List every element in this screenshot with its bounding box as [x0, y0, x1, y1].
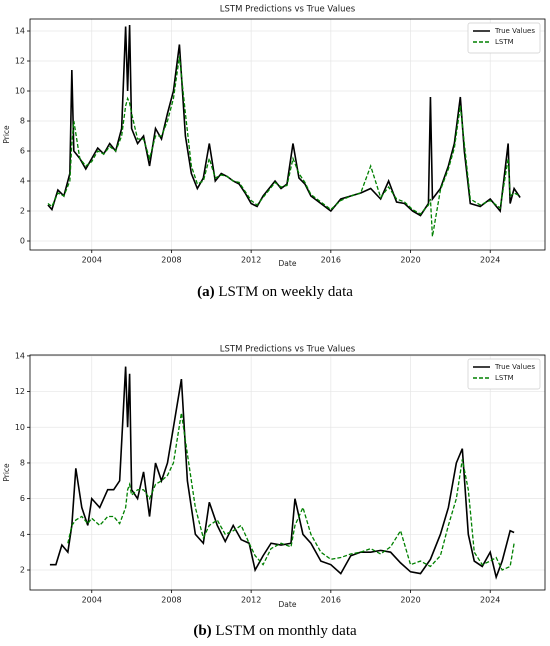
- x-tick-label: 2020: [400, 256, 420, 265]
- y-tick-label: 2: [20, 207, 25, 216]
- x-axis-label: Date: [279, 259, 297, 268]
- legend-label: True Values: [494, 27, 535, 35]
- x-tick-label: 2016: [321, 596, 341, 605]
- x-tick-label: 2012: [241, 256, 261, 265]
- series-line: [47, 56, 521, 237]
- series-line: [49, 366, 515, 580]
- y-tick-label: 10: [15, 423, 25, 432]
- caption-label: (b): [193, 623, 211, 639]
- legend-label: LSTM: [495, 38, 514, 46]
- x-tick-label: 2024: [480, 596, 500, 605]
- x-tick-label: 2020: [400, 596, 420, 605]
- y-axis-label: Price: [2, 463, 11, 482]
- x-tick-label: 2008: [161, 596, 181, 605]
- y-tick-label: 14: [15, 351, 25, 360]
- chart-title: LSTM Predictions vs True Values: [220, 345, 356, 355]
- x-tick-label: 2004: [82, 596, 102, 605]
- y-tick-label: 12: [15, 387, 25, 396]
- x-tick-label: 2004: [82, 256, 102, 265]
- caption-text: LSTM on weekly data: [218, 284, 353, 300]
- x-tick-label: 2012: [241, 596, 261, 605]
- y-tick-label: 6: [20, 494, 25, 503]
- y-tick-label: 0: [20, 237, 25, 246]
- x-axis-label: Date: [279, 600, 297, 609]
- legend-label: True Values: [494, 363, 535, 371]
- y-tick-label: 8: [20, 117, 25, 126]
- legend-label: LSTM: [495, 374, 514, 382]
- y-tick-label: 2: [20, 566, 25, 575]
- series-line: [67, 412, 515, 571]
- caption-label: (a): [197, 284, 215, 300]
- plot-frame: [29, 18, 546, 251]
- y-axis-label: Price: [2, 125, 11, 144]
- x-tick-label: 2016: [321, 256, 341, 265]
- y-tick-label: 8: [20, 458, 25, 467]
- caption: (a) LSTM on weekly data: [197, 284, 353, 300]
- series-line: [47, 24, 521, 217]
- y-tick-label: 10: [15, 87, 25, 96]
- x-tick-label: 2008: [161, 256, 181, 265]
- caption-text: LSTM on monthly data: [215, 623, 357, 639]
- y-tick-label: 14: [15, 27, 25, 36]
- x-tick-label: 2024: [480, 256, 500, 265]
- plot-frame: [29, 354, 546, 591]
- y-tick-label: 12: [15, 57, 25, 66]
- chart-title: LSTM Predictions vs True Values: [220, 5, 356, 15]
- y-tick-label: 6: [20, 147, 25, 156]
- y-tick-label: 4: [20, 530, 25, 539]
- caption: (b) LSTM on monthly data: [193, 623, 357, 639]
- y-tick-label: 4: [20, 177, 25, 186]
